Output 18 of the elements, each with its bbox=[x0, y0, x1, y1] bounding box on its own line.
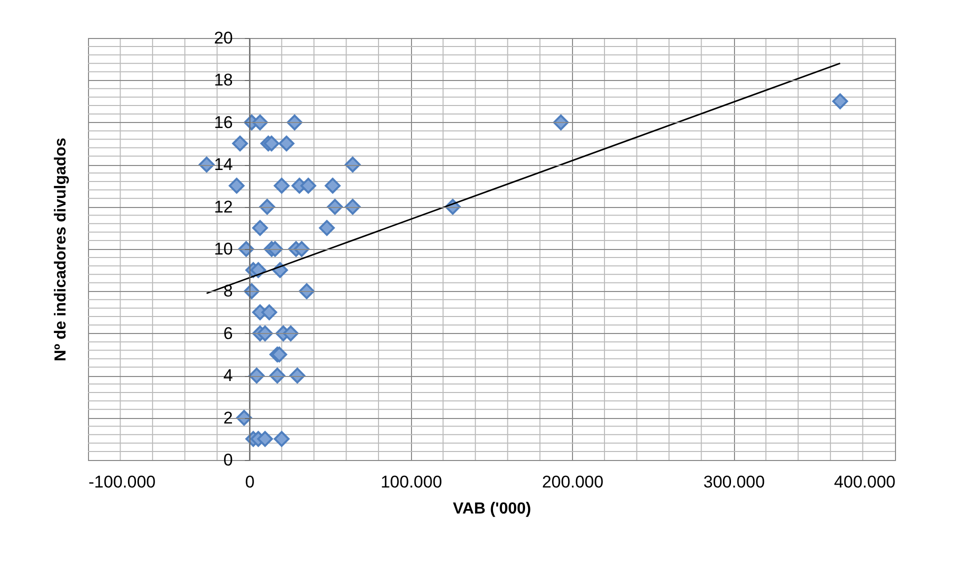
x-axis-title: VAB ('000) bbox=[452, 500, 532, 518]
y-tick-label: 18 bbox=[214, 70, 233, 90]
x-tick-label: 200.000 bbox=[542, 472, 604, 492]
y-tick-label: 12 bbox=[214, 197, 233, 216]
y-tick-label: 4 bbox=[223, 366, 233, 386]
y-axis-title: Nº de indicadores divulgados bbox=[52, 138, 70, 362]
x-tick-label: 0 bbox=[245, 472, 255, 492]
y-tick-label: 6 bbox=[223, 324, 233, 343]
y-tick-label: 16 bbox=[214, 112, 233, 132]
x-tick-label: 100.000 bbox=[380, 472, 442, 492]
y-tick-label: 2 bbox=[223, 408, 233, 428]
y-tick-label: 0 bbox=[223, 450, 233, 470]
y-tick-label: 10 bbox=[214, 240, 233, 258]
y-tick-label: 20 bbox=[214, 28, 233, 48]
y-tick-label: 14 bbox=[214, 155, 233, 174]
x-tick-label: 400.000 bbox=[834, 472, 896, 492]
x-tick-label: -100.000 bbox=[88, 472, 156, 492]
x-tick-label: 300.000 bbox=[703, 472, 765, 492]
